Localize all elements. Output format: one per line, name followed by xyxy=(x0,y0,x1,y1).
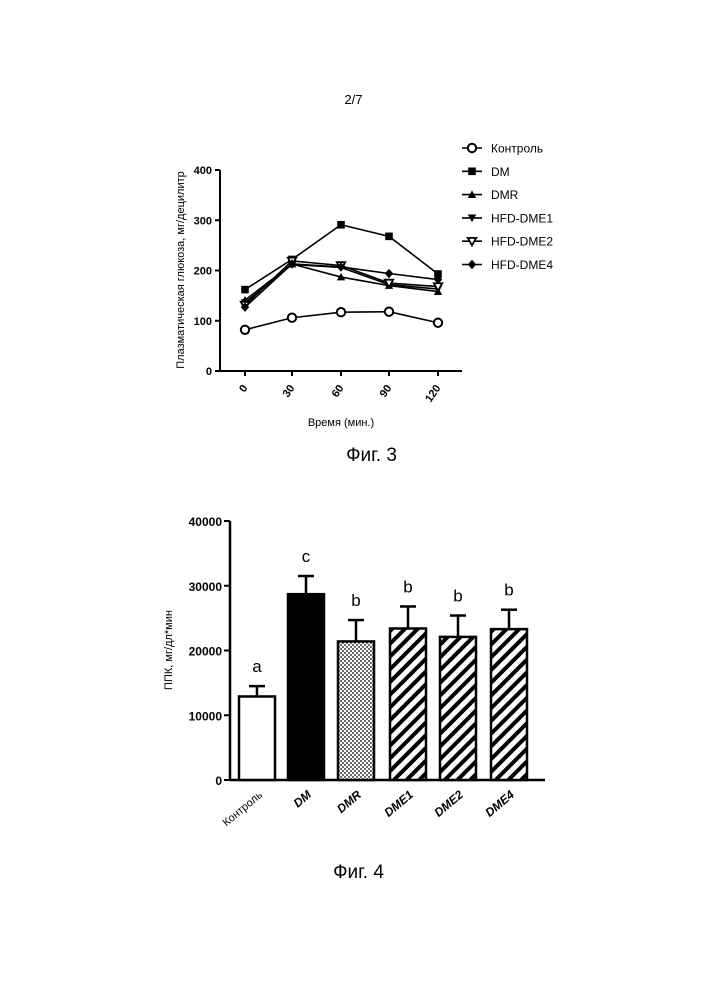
y-tick-label: 40000 xyxy=(189,515,223,529)
bar xyxy=(288,594,324,780)
y-tick-label: 0 xyxy=(215,774,222,788)
significance-label: b xyxy=(453,587,462,606)
significance-label: b xyxy=(351,591,360,610)
significance-label: a xyxy=(252,657,262,676)
x-tick-label: Контроль xyxy=(221,789,266,829)
x-tick-label: DME1 xyxy=(381,787,416,819)
bar xyxy=(338,641,374,780)
significance-label: c xyxy=(302,547,311,566)
bar xyxy=(491,629,527,780)
x-tick-label: DME4 xyxy=(482,787,517,819)
bar xyxy=(440,637,476,780)
bar xyxy=(390,628,426,780)
x-tick-label: DME2 xyxy=(431,787,466,819)
y-tick-label: 10000 xyxy=(189,709,223,723)
significance-label: b xyxy=(504,581,513,600)
y-axis-title: ППК, мг/дл*мин xyxy=(163,610,175,690)
auc-bar-chart: 0 10000 20000 30000 40000 ППК, мг/дл*мин a Конт… xyxy=(0,0,707,860)
figure-4-caption: Фиг. 4 xyxy=(5,862,707,884)
significance-label: b xyxy=(403,577,412,596)
bar xyxy=(239,696,275,780)
y-tick-label: 20000 xyxy=(189,645,223,659)
y-tick-label: 30000 xyxy=(189,580,223,594)
x-tick-label: DM xyxy=(291,787,315,810)
x-tick-label: DMR xyxy=(334,787,364,816)
